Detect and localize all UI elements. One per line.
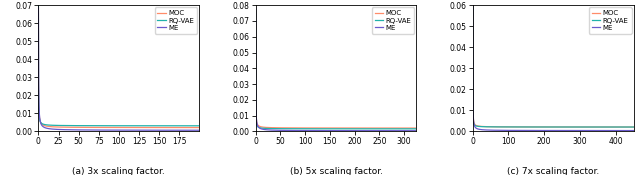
RQ-VAE bbox=[477, 125, 484, 128]
RQ-VAE bbox=[191, 125, 198, 127]
MOC bbox=[43, 125, 51, 127]
ME bbox=[547, 130, 555, 132]
Line: RQ-VAE: RQ-VAE bbox=[255, 11, 417, 129]
RQ-VAE bbox=[326, 128, 333, 130]
MOC bbox=[596, 126, 604, 128]
ME bbox=[109, 129, 116, 131]
MOC bbox=[625, 126, 633, 128]
ME bbox=[260, 128, 268, 131]
RQ-VAE bbox=[252, 10, 259, 12]
RQ-VAE bbox=[630, 126, 637, 128]
ME bbox=[191, 129, 198, 131]
ME bbox=[630, 130, 637, 132]
ME bbox=[330, 130, 338, 132]
RQ-VAE bbox=[625, 126, 633, 128]
Line: MOC: MOC bbox=[38, 5, 199, 128]
Legend: MOC, RQ-VAE, ME: MOC, RQ-VAE, ME bbox=[155, 7, 197, 34]
MOC bbox=[195, 127, 203, 129]
MOC bbox=[469, 0, 477, 2]
ME bbox=[408, 130, 415, 132]
Legend: MOC, RQ-VAE, ME: MOC, RQ-VAE, ME bbox=[372, 7, 414, 34]
MOC bbox=[191, 127, 198, 129]
ME bbox=[625, 130, 633, 132]
Line: ME: ME bbox=[38, 8, 199, 130]
RQ-VAE bbox=[378, 128, 386, 130]
RQ-VAE bbox=[413, 128, 420, 130]
ME bbox=[43, 127, 51, 129]
RQ-VAE bbox=[109, 125, 116, 127]
MOC bbox=[625, 126, 633, 128]
Line: MOC: MOC bbox=[473, 1, 634, 127]
RQ-VAE bbox=[330, 128, 338, 130]
MOC bbox=[252, 9, 259, 11]
MOC bbox=[113, 127, 120, 129]
RQ-VAE bbox=[195, 125, 203, 127]
MOC bbox=[630, 126, 637, 128]
ME bbox=[252, 7, 259, 9]
RQ-VAE bbox=[469, 0, 477, 2]
MOC bbox=[477, 125, 484, 127]
Line: ME: ME bbox=[255, 8, 417, 131]
RQ-VAE bbox=[35, 2, 42, 5]
Text: (c) 7x scaling factor.: (c) 7x scaling factor. bbox=[507, 167, 599, 175]
RQ-VAE bbox=[43, 124, 51, 126]
ME bbox=[195, 129, 203, 131]
Legend: MOC, RQ-VAE, ME: MOC, RQ-VAE, ME bbox=[589, 7, 632, 34]
MOC bbox=[35, 4, 42, 6]
ME bbox=[596, 130, 604, 132]
RQ-VAE bbox=[596, 126, 604, 128]
ME bbox=[543, 130, 550, 132]
ME bbox=[326, 130, 333, 132]
MOC bbox=[413, 127, 420, 129]
RQ-VAE bbox=[408, 128, 415, 130]
MOC bbox=[330, 127, 338, 129]
MOC bbox=[161, 127, 169, 129]
Line: RQ-VAE: RQ-VAE bbox=[473, 1, 634, 127]
Text: (a) 3x scaling factor.: (a) 3x scaling factor. bbox=[72, 167, 165, 175]
ME bbox=[625, 130, 633, 132]
RQ-VAE bbox=[260, 127, 268, 129]
RQ-VAE bbox=[547, 126, 555, 128]
ME bbox=[477, 128, 484, 131]
RQ-VAE bbox=[113, 125, 120, 127]
RQ-VAE bbox=[191, 125, 198, 127]
Line: MOC: MOC bbox=[255, 10, 417, 128]
MOC bbox=[378, 127, 386, 129]
ME bbox=[378, 130, 386, 132]
ME bbox=[408, 130, 415, 132]
MOC bbox=[109, 126, 116, 128]
MOC bbox=[191, 127, 198, 129]
MOC bbox=[326, 127, 333, 129]
Line: RQ-VAE: RQ-VAE bbox=[38, 4, 199, 126]
ME bbox=[413, 130, 420, 132]
RQ-VAE bbox=[625, 126, 633, 128]
MOC bbox=[543, 126, 550, 128]
RQ-VAE bbox=[408, 128, 415, 130]
ME bbox=[161, 129, 169, 131]
MOC bbox=[547, 126, 555, 128]
ME bbox=[191, 129, 198, 131]
MOC bbox=[408, 127, 415, 129]
ME bbox=[35, 7, 42, 9]
Line: ME: ME bbox=[473, 0, 634, 131]
RQ-VAE bbox=[161, 125, 169, 127]
ME bbox=[113, 129, 120, 131]
RQ-VAE bbox=[543, 126, 550, 128]
Text: (b) 5x scaling factor.: (b) 5x scaling factor. bbox=[289, 167, 383, 175]
MOC bbox=[260, 126, 268, 128]
MOC bbox=[408, 127, 415, 129]
